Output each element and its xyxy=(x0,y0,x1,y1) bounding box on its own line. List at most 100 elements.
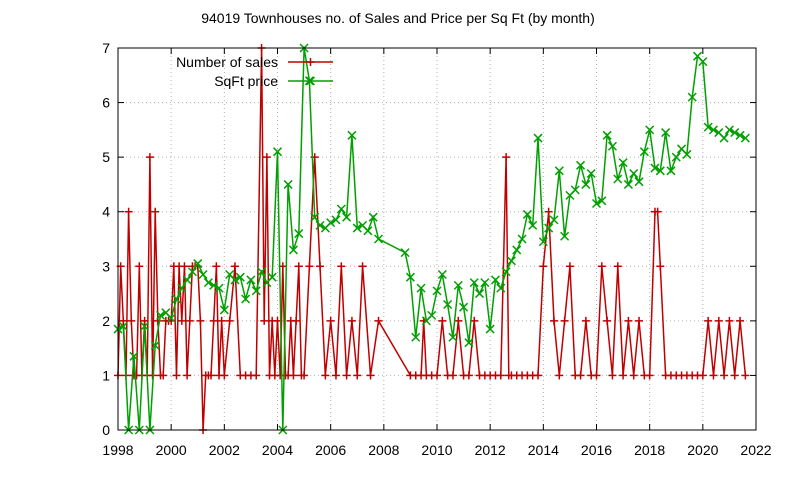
tick-label-x: 1998 xyxy=(102,442,133,458)
tick-label-y: 6 xyxy=(102,95,110,111)
data-point xyxy=(203,278,213,288)
data-point xyxy=(230,262,239,271)
data-point xyxy=(454,316,463,325)
data-point xyxy=(565,262,574,271)
tick-label-y: 2 xyxy=(102,313,110,329)
data-point xyxy=(730,128,740,138)
data-point xyxy=(736,316,745,325)
data-point xyxy=(294,229,304,239)
data-point xyxy=(502,153,511,162)
data-point xyxy=(217,316,226,325)
data-point xyxy=(490,275,501,285)
data-point xyxy=(629,371,638,380)
data-point xyxy=(336,204,346,214)
data-point xyxy=(187,267,197,277)
data-point xyxy=(608,371,617,380)
data-point xyxy=(682,149,692,159)
data-point xyxy=(212,262,221,271)
data-point xyxy=(337,262,346,271)
data-point xyxy=(159,371,168,380)
data-point xyxy=(177,316,186,325)
data-point xyxy=(741,371,750,380)
data-point xyxy=(656,262,665,271)
data-point xyxy=(219,305,229,315)
data-point xyxy=(400,248,410,258)
tick-label-x: 2004 xyxy=(262,442,293,458)
tick-label-x: 2008 xyxy=(368,442,399,458)
data-point xyxy=(347,130,357,140)
data-point xyxy=(698,57,708,67)
data-point xyxy=(246,275,256,285)
data-point xyxy=(666,166,676,176)
data-point xyxy=(305,262,314,271)
data-point xyxy=(185,316,194,325)
data-point xyxy=(300,371,309,380)
data-point xyxy=(496,283,506,293)
data-point xyxy=(437,269,447,280)
data-point xyxy=(539,262,548,271)
data-point xyxy=(252,371,261,380)
data-point xyxy=(624,316,633,325)
data-point xyxy=(220,371,229,380)
data-point xyxy=(618,158,628,168)
chart-title: 94019 Townhouses no. of Sales and Price … xyxy=(201,10,595,26)
data-point xyxy=(453,280,463,290)
data-point xyxy=(432,286,442,296)
legend-marker xyxy=(305,76,316,86)
data-point xyxy=(119,316,128,325)
tick-label-x: 2002 xyxy=(209,442,240,458)
data-point xyxy=(554,166,564,176)
legend-marker xyxy=(306,58,315,66)
tick-label-x: 2014 xyxy=(528,442,559,458)
data-point xyxy=(704,316,713,325)
data-point xyxy=(316,262,325,271)
data-point xyxy=(267,272,277,282)
data-point xyxy=(671,152,681,162)
data-point xyxy=(459,302,469,312)
data-point xyxy=(464,338,474,348)
tick-label-y: 1 xyxy=(102,367,110,383)
data-point xyxy=(135,262,144,271)
data-point xyxy=(592,371,601,380)
data-point xyxy=(635,316,644,325)
tick-label-x: 2022 xyxy=(740,442,771,458)
axis-ticks: 1998 2000 2002 2004 2006 2008 2010 2012 2014 2016… xyxy=(102,40,772,458)
data-point xyxy=(629,168,639,179)
data-point xyxy=(193,259,203,269)
data-point xyxy=(292,316,301,325)
data-point xyxy=(326,218,336,228)
legend-label: SqFt price xyxy=(214,73,278,89)
data-point xyxy=(607,141,617,151)
data-point xyxy=(127,316,136,325)
data-point xyxy=(151,207,160,216)
data-point xyxy=(619,371,628,380)
data-point xyxy=(528,220,538,230)
data-point xyxy=(342,212,352,222)
data-point xyxy=(714,316,723,325)
data-point xyxy=(464,371,473,380)
data-point xyxy=(725,316,734,325)
data-point xyxy=(506,256,516,266)
data-point xyxy=(512,245,522,255)
data-point xyxy=(347,316,356,325)
tick-label-x: 2012 xyxy=(475,442,506,458)
data-point xyxy=(522,209,532,219)
data-point xyxy=(272,147,283,157)
data-point xyxy=(374,316,383,325)
data-point xyxy=(653,207,662,216)
series-line xyxy=(117,47,747,431)
data-point xyxy=(597,196,607,206)
data-point xyxy=(251,286,261,296)
data-point xyxy=(310,212,320,222)
data-point xyxy=(166,313,176,323)
data-point xyxy=(196,316,205,325)
data-point xyxy=(140,321,150,331)
data-point xyxy=(225,316,234,325)
data-point xyxy=(496,371,505,380)
data-point xyxy=(655,166,665,176)
series-sqft-price xyxy=(113,43,750,435)
plot-frame xyxy=(117,47,757,431)
data-point xyxy=(602,130,612,140)
data-point xyxy=(475,289,485,299)
data-point xyxy=(368,212,378,222)
